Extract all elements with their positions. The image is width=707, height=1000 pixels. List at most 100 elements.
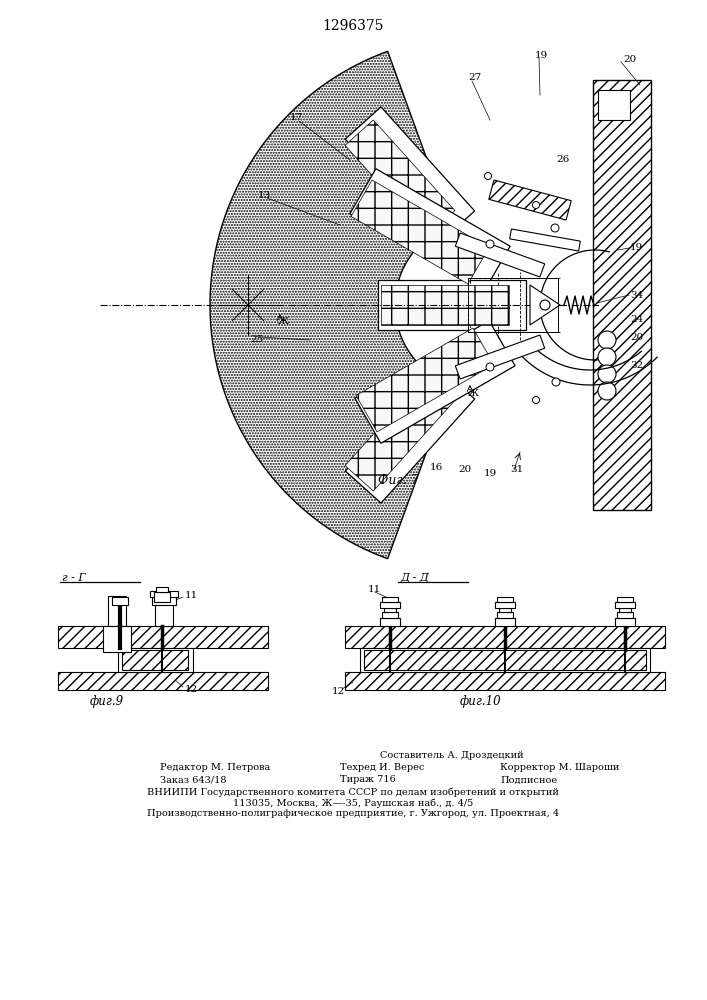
Bar — [152, 597, 176, 605]
Bar — [382, 612, 398, 618]
Polygon shape — [381, 285, 509, 325]
Bar — [615, 602, 635, 608]
Bar — [617, 597, 633, 602]
Bar — [154, 592, 170, 602]
Circle shape — [484, 172, 491, 180]
Bar — [495, 602, 515, 608]
Bar — [495, 618, 515, 626]
Circle shape — [532, 202, 539, 209]
Circle shape — [598, 348, 616, 366]
Circle shape — [598, 331, 616, 349]
Bar — [118, 648, 193, 672]
Text: Ж: Ж — [468, 388, 479, 397]
Bar — [122, 650, 188, 670]
Circle shape — [598, 382, 616, 400]
Bar — [615, 618, 635, 626]
Polygon shape — [355, 321, 515, 443]
Text: Д - Д: Д - Д — [400, 573, 428, 583]
Text: 26: 26 — [556, 155, 569, 164]
Bar — [103, 626, 131, 652]
Text: фиг.9: фиг.9 — [90, 696, 124, 708]
Text: 16: 16 — [430, 462, 443, 472]
Bar — [58, 672, 268, 690]
Text: 24: 24 — [630, 316, 643, 324]
Bar — [468, 278, 558, 332]
Circle shape — [551, 224, 559, 232]
Text: 19: 19 — [484, 468, 497, 478]
Text: 12: 12 — [332, 688, 345, 696]
Text: Составитель А. Дроздецкий: Составитель А. Дроздецкий — [380, 750, 524, 760]
Text: 13: 13 — [258, 190, 271, 200]
Text: ВНИИПИ Государственного комитета СССР по делам изобретений и открытий: ВНИИПИ Государственного комитета СССР по… — [147, 787, 559, 797]
Bar — [497, 612, 513, 618]
Text: 34: 34 — [630, 290, 643, 300]
Polygon shape — [378, 280, 526, 330]
Bar — [364, 650, 646, 670]
Polygon shape — [210, 51, 451, 559]
Text: Редактор М. Петрова: Редактор М. Петрова — [160, 764, 270, 772]
Polygon shape — [356, 328, 494, 432]
Polygon shape — [345, 367, 474, 503]
Text: Тираж 716: Тираж 716 — [340, 776, 396, 784]
Polygon shape — [350, 169, 510, 291]
Text: Техред И. Верес: Техред И. Верес — [340, 764, 424, 772]
Text: 11: 11 — [185, 590, 198, 599]
Bar — [58, 626, 268, 648]
Circle shape — [532, 396, 539, 403]
Bar — [499, 608, 511, 612]
Bar — [468, 278, 558, 332]
Text: Фиг. 7: Фиг. 7 — [378, 474, 419, 487]
Polygon shape — [455, 233, 544, 277]
Text: Корректор М. Шароши: Корректор М. Шароши — [500, 764, 619, 772]
Text: 32: 32 — [630, 360, 643, 369]
Bar — [619, 608, 631, 612]
Polygon shape — [530, 285, 560, 325]
Text: 20: 20 — [630, 332, 643, 342]
Text: Подписное: Подписное — [500, 776, 557, 784]
Circle shape — [598, 365, 616, 383]
Text: Ж: Ж — [278, 318, 289, 326]
Text: 12: 12 — [185, 686, 198, 694]
Circle shape — [486, 363, 494, 371]
Circle shape — [486, 240, 494, 248]
Bar — [360, 648, 650, 672]
Text: 11: 11 — [368, 585, 381, 594]
Bar — [112, 597, 128, 605]
Bar — [382, 597, 398, 602]
Text: 19: 19 — [630, 243, 643, 252]
Polygon shape — [345, 375, 455, 491]
Text: 25: 25 — [250, 336, 263, 344]
Bar — [593, 80, 651, 510]
Text: 20: 20 — [623, 55, 636, 64]
Bar — [108, 596, 126, 626]
Circle shape — [540, 300, 550, 310]
Bar — [345, 672, 665, 690]
Text: 31: 31 — [510, 466, 523, 475]
Text: 20: 20 — [458, 466, 472, 475]
Text: 1296375: 1296375 — [322, 19, 384, 33]
Text: 113035, Москва, Ж—-35, Раушская наб., д. 4/5: 113035, Москва, Ж—-35, Раушская наб., д.… — [233, 798, 473, 808]
Bar — [150, 591, 178, 597]
Bar — [345, 626, 665, 648]
Polygon shape — [510, 229, 580, 251]
Text: Заказ 643/18: Заказ 643/18 — [160, 776, 226, 784]
Bar — [155, 596, 173, 626]
Polygon shape — [345, 107, 474, 243]
Bar — [617, 612, 633, 618]
Text: 27: 27 — [468, 74, 481, 83]
Polygon shape — [351, 180, 489, 284]
Bar — [156, 587, 168, 592]
Bar — [380, 602, 400, 608]
Polygon shape — [345, 120, 455, 236]
Text: 17: 17 — [290, 113, 303, 122]
Bar — [497, 597, 513, 602]
Polygon shape — [489, 180, 571, 220]
Text: Производственно-полиграфическое предприятие, г. Ужгород, ул. Проектная, 4: Производственно-полиграфическое предприя… — [147, 810, 559, 818]
Circle shape — [552, 378, 560, 386]
Text: фиг.10: фиг.10 — [460, 696, 502, 708]
Bar — [380, 618, 400, 626]
Bar — [384, 608, 396, 612]
Text: г - Г: г - Г — [62, 573, 86, 583]
Polygon shape — [455, 335, 544, 379]
Bar — [598, 90, 630, 120]
